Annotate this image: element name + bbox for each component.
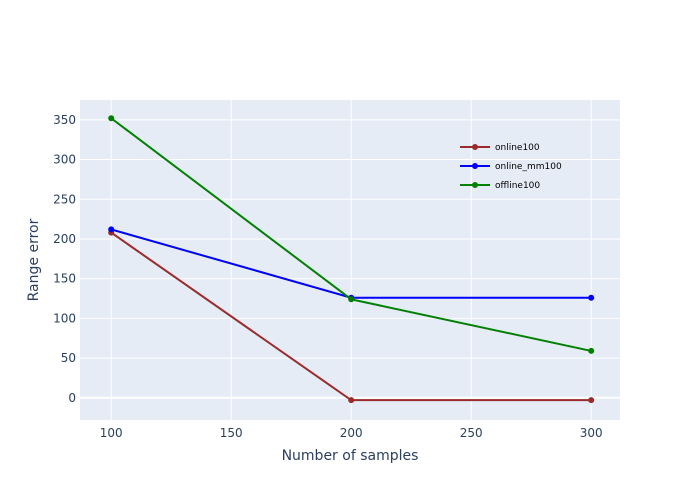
- legend-item: online_mm100: [460, 162, 562, 172]
- legend-label: online_mm100: [495, 162, 562, 172]
- legend-label: online100: [495, 143, 540, 153]
- y-tick-label: 300: [53, 153, 76, 167]
- data-point: [108, 115, 115, 122]
- tick-labels: 100 150 200 250 300 0 50 100 150 200 250 300 350: [53, 113, 603, 440]
- data-point: [588, 347, 595, 354]
- data-point: [348, 296, 355, 303]
- y-tick-label: 200: [53, 232, 76, 246]
- x-tick-label: 100: [100, 426, 123, 440]
- x-tick-label: 300: [580, 426, 603, 440]
- legend-item: offline100: [460, 181, 540, 191]
- x-tick-label: 150: [220, 426, 243, 440]
- data-point: [348, 397, 355, 404]
- data-point: [108, 226, 115, 233]
- y-tick-label: 250: [53, 192, 76, 206]
- x-tick-label: 200: [340, 426, 363, 440]
- y-tick-label: 50: [61, 351, 76, 365]
- series-layer: [108, 115, 595, 404]
- x-axis-title: Number of samples: [282, 448, 419, 464]
- legend-label: offline100: [495, 181, 540, 191]
- x-tick-label: 250: [460, 426, 483, 440]
- legend-item: online100: [460, 143, 540, 153]
- legend-marker: [472, 144, 478, 150]
- y-tick-label: 100: [53, 311, 76, 325]
- data-point: [588, 294, 595, 301]
- legend-marker: [472, 182, 478, 188]
- series-offline100: [108, 115, 595, 354]
- legend: online100 online_mm100 offline100: [460, 143, 562, 191]
- y-tick-label: 150: [53, 272, 76, 286]
- y-tick-label: 0: [68, 391, 76, 405]
- plot-area: [80, 100, 620, 420]
- y-tick-label: 350: [53, 113, 76, 127]
- legend-marker: [472, 163, 478, 169]
- data-point: [588, 397, 595, 404]
- y-axis-title: Range error: [26, 218, 42, 301]
